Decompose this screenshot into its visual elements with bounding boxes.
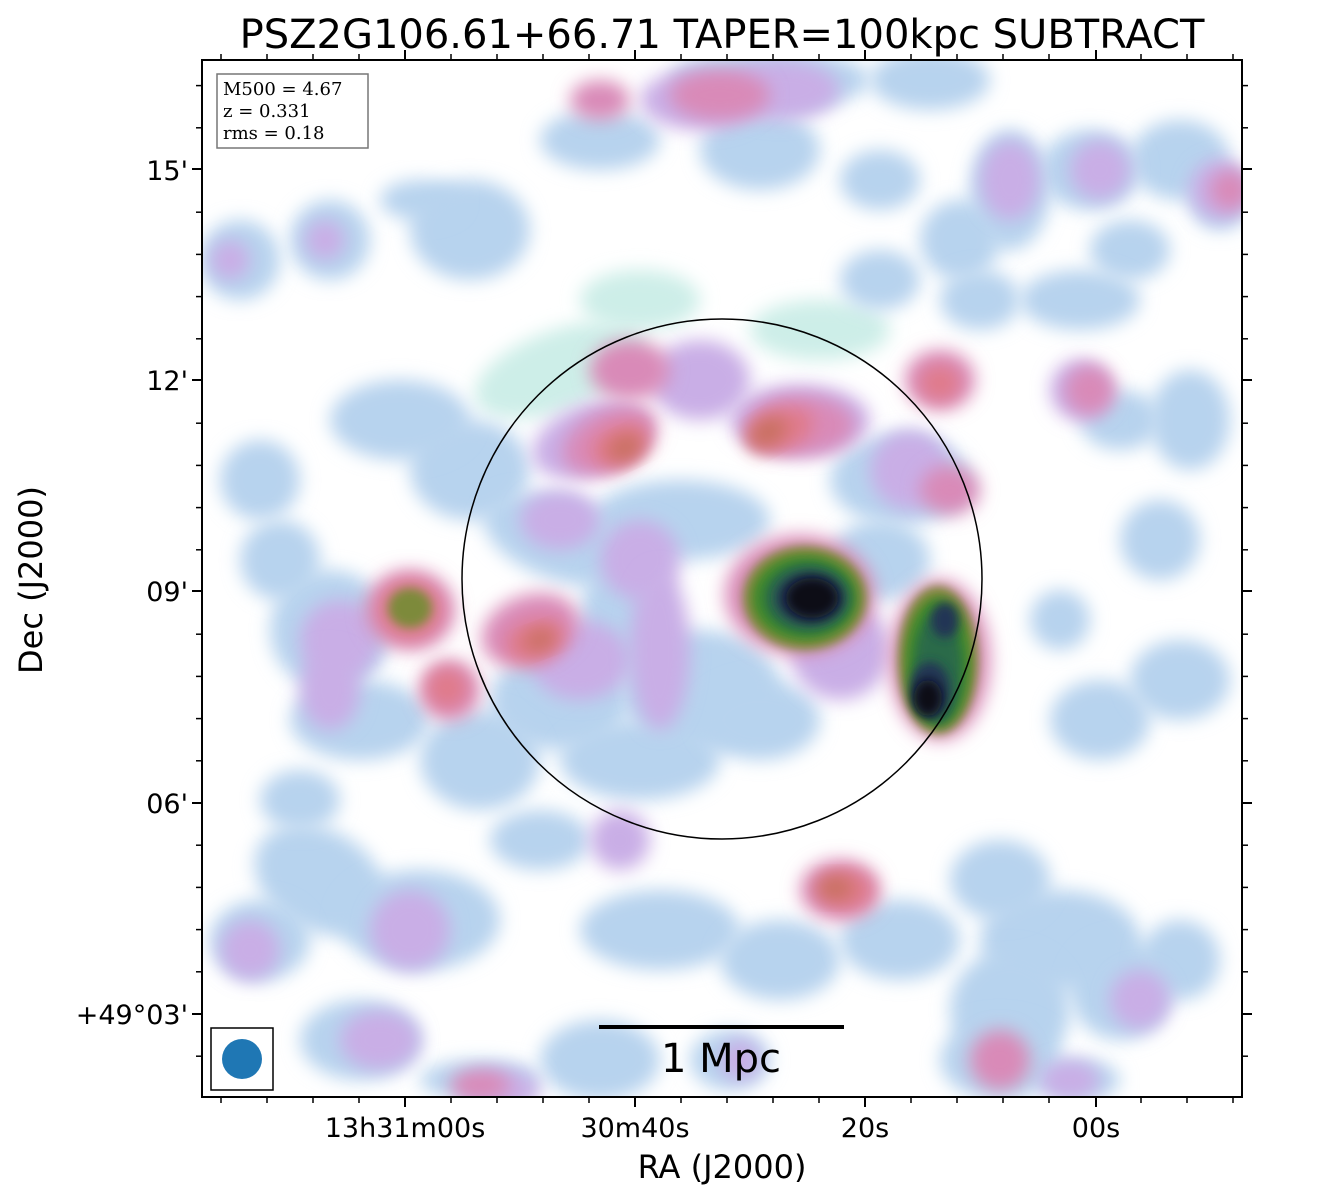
intensity-blob (540, 1020, 660, 1097)
intensity-blob (914, 680, 942, 716)
intensity-blob (970, 1030, 1030, 1090)
axis-ticks (192, 50, 1252, 1107)
intensity-blob (450, 1070, 510, 1097)
scale-bar-label: 1 Mpc (661, 1036, 781, 1082)
intensity-blob (388, 588, 432, 628)
intensity-blob (1120, 500, 1200, 580)
intensity-blob (380, 180, 460, 220)
intensity-blob (920, 365, 960, 401)
intensity-blob (700, 680, 820, 760)
intensity-blob (840, 250, 920, 310)
intensity-blob (840, 900, 960, 980)
intensity-blob (305, 220, 345, 260)
intensity-blob (220, 920, 280, 980)
info-box: M500 = 4.67 z = 0.331 rms = 0.18 (216, 73, 369, 149)
y-axis-label: Dec (J2000) (12, 486, 50, 674)
x-tick-label: 30m40s (580, 1113, 689, 1144)
intensity-blob (1030, 590, 1090, 650)
intensity-blob (260, 770, 340, 830)
scale-bar: 1 Mpc (599, 1025, 844, 1082)
intensity-blob (1070, 140, 1130, 200)
info-rms: rms = 0.18 (223, 123, 325, 144)
intensity-blob (1020, 270, 1140, 330)
intensity-blob (420, 710, 540, 810)
intensity-blob (920, 465, 980, 515)
x-axis-label: RA (J2000) (638, 1148, 807, 1186)
intensity-blob (980, 140, 1040, 220)
y-tick-labels: +49°03' 06' 09' 12' 15' (76, 156, 188, 1031)
intensity-blob (240, 520, 320, 600)
intensity-blob (540, 110, 660, 170)
info-mass: M500 = 4.67 (223, 79, 342, 100)
plot-area (202, 60, 1242, 1097)
intensity-blob (490, 810, 590, 870)
intensity-blob (950, 840, 1050, 920)
x-tick-label: 00s (1072, 1113, 1120, 1144)
intensity-blob (607, 434, 643, 462)
intensity-blob (340, 1010, 420, 1070)
beam-indicator (210, 1027, 274, 1091)
intensity-map (202, 60, 1242, 1097)
intensity-blob (630, 570, 690, 730)
intensity-blob (786, 578, 838, 618)
plot-frame (201, 59, 1243, 1098)
y-tick-label: 15' (146, 156, 188, 187)
intensity-blob (474, 321, 646, 419)
intensity-blob (370, 890, 450, 970)
r500-circle (461, 318, 983, 840)
intensity-blob (1150, 370, 1230, 470)
intensity-blob (1065, 365, 1115, 415)
x-tick-label: 20s (841, 1113, 889, 1144)
intensity-blob (580, 270, 700, 330)
y-tick-label: 12' (146, 366, 188, 397)
intensity-blob (570, 80, 630, 120)
intensity-blob (1110, 970, 1170, 1030)
intensity-blob (580, 890, 740, 970)
y-tick-label: 09' (146, 577, 188, 608)
beam-ellipse (222, 1039, 262, 1079)
info-redshift: z = 0.331 (223, 101, 311, 122)
intensity-blob (300, 650, 360, 730)
intensity-blob (700, 110, 820, 190)
intensity-blob (940, 270, 1020, 330)
intensity-blob (1050, 680, 1150, 760)
intensity-blob (210, 240, 250, 280)
chart-title: PSZ2G106.61+66.71 TAPER=100kpc SUBTRACT (240, 12, 1205, 58)
intensity-blob (840, 150, 920, 210)
intensity-blob (1210, 170, 1242, 210)
intensity-blob (1130, 640, 1230, 720)
intensity-blob (650, 340, 750, 420)
intensity-blob (920, 200, 1000, 280)
intensity-blob (817, 876, 853, 900)
y-tick-label: 06' (146, 789, 188, 820)
intensity-blob (750, 300, 890, 360)
intensity-blob (670, 70, 770, 120)
intensity-blob (220, 440, 300, 520)
intensity-blob (590, 810, 650, 870)
intensity-blob (1090, 220, 1170, 280)
intensity-blob (524, 629, 556, 651)
intensity-blob (931, 602, 959, 638)
intensity-blob (720, 1040, 760, 1080)
intensity-blob (330, 380, 470, 460)
intensity-blob (520, 490, 600, 550)
intensity-blob (749, 416, 787, 448)
intensity-blob (590, 340, 670, 400)
intensity-blob (560, 720, 720, 800)
intensity-blob (720, 920, 840, 1000)
y-tick-label: +49°03' (76, 1000, 188, 1031)
x-tick-label: 13h31m00s (325, 1113, 486, 1144)
x-tick-labels: 13h31m00s 30m40s 20s 00s (325, 1113, 1121, 1144)
intensity-blob (427, 668, 467, 708)
intensity-blob (1040, 1060, 1100, 1097)
intensity-blob (870, 60, 990, 110)
